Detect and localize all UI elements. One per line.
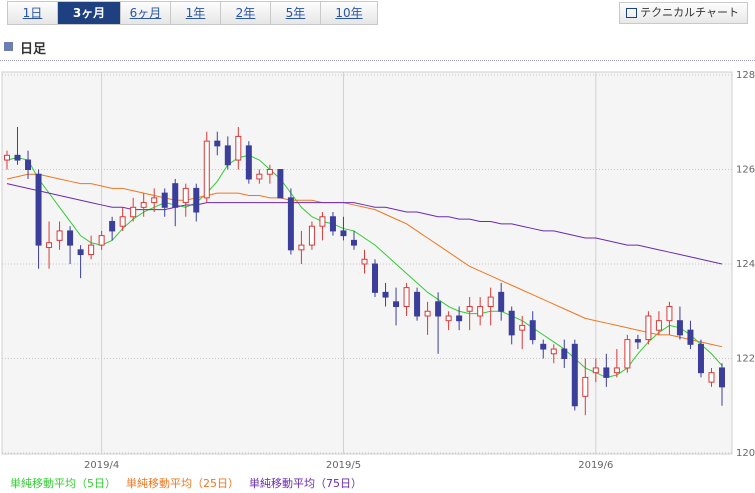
candle-body [445, 315, 452, 322]
candle-body [172, 183, 179, 208]
candle-body [687, 329, 694, 345]
candle-body [329, 216, 336, 232]
legend-entry: 単純移動平均（5日） [10, 476, 116, 490]
candle-body [508, 310, 515, 336]
candle-body [666, 306, 673, 322]
candle-body [109, 220, 116, 232]
candle-body [46, 242, 53, 248]
candle-body [298, 244, 305, 251]
range-tab[interactable]: 6ヶ月 [121, 2, 171, 24]
moving-average-line [6, 183, 723, 265]
candle-body [67, 230, 74, 246]
candle-body [540, 343, 547, 350]
range-tab[interactable]: 2年 [221, 2, 271, 24]
candle-body [319, 216, 326, 227]
candle-body [414, 291, 421, 317]
candle-body [140, 202, 147, 208]
candle-body [624, 339, 631, 369]
candle-body [613, 367, 620, 374]
candle-body [151, 197, 158, 204]
y-tick-label: 120 [736, 448, 755, 459]
candle-body [634, 339, 641, 343]
range-tab[interactable]: 3ヶ月 [58, 2, 121, 24]
candle-body [393, 301, 400, 308]
candle-body [224, 145, 231, 166]
candle-body [372, 263, 379, 293]
candle-body [350, 239, 357, 246]
candle-body [466, 306, 473, 312]
candle-body [655, 320, 662, 331]
x-tick-label: 2019/6 [578, 460, 613, 471]
candle-body [571, 343, 578, 407]
candle-body [182, 187, 189, 204]
candle-body [130, 206, 137, 218]
candle-body [235, 135, 242, 161]
candle-body [35, 173, 42, 246]
candle-body [256, 173, 263, 180]
range-tabs: 1日 3ヶ月 6ヶ月 1年 2年 5年 10年 [7, 1, 378, 25]
legend-entry: 単純移動平均（25日） [126, 476, 239, 490]
candle-body [203, 140, 210, 199]
candle-body [88, 244, 95, 256]
technical-chart-button[interactable]: テクニカルチャート [619, 2, 748, 24]
candle-body [592, 367, 599, 374]
candle-body [77, 249, 84, 256]
candle-body [645, 315, 652, 341]
y-tick-label: 128 [736, 70, 755, 81]
candle-body [424, 310, 431, 317]
candle-body [308, 225, 315, 246]
candle-body [697, 343, 704, 374]
candle-body [498, 291, 505, 312]
candle-body [603, 367, 610, 378]
range-tab[interactable]: 1日 [8, 2, 58, 24]
candle-body [676, 320, 683, 336]
candle-body [245, 145, 252, 180]
candle-body [214, 140, 221, 147]
range-tab[interactable]: 5年 [271, 2, 321, 24]
candle-body [340, 230, 347, 237]
moving-average-line [6, 173, 723, 348]
candle-body [719, 367, 725, 388]
candle-body [435, 301, 442, 317]
candle-body [582, 376, 589, 397]
moving-average-line [6, 154, 723, 378]
candle-body [14, 154, 21, 161]
candle-body [266, 169, 273, 175]
divider [0, 60, 755, 61]
candle-body [287, 197, 294, 251]
candle-body [25, 159, 32, 171]
range-tab[interactable]: 1年 [171, 2, 221, 24]
candle-body [56, 230, 63, 241]
candle-body [519, 324, 526, 331]
candle-body [361, 258, 368, 265]
section-title: 日足 [4, 38, 46, 57]
y-tick-label: 124 [736, 259, 755, 270]
candle-body [193, 187, 200, 213]
candle-body [4, 154, 10, 161]
legend-entry: 単純移動平均（75日） [249, 476, 362, 490]
candle-body [161, 192, 168, 208]
candle-body [277, 169, 284, 199]
y-tick-label: 126 [736, 165, 755, 176]
candle-body [708, 372, 715, 383]
range-tab[interactable]: 10年 [321, 2, 377, 24]
candle-body [119, 216, 126, 227]
y-tick-label: 122 [736, 354, 755, 365]
candle-body [550, 348, 557, 355]
candle-body [487, 296, 494, 308]
x-tick-label: 2019/4 [84, 460, 119, 471]
candle-body [403, 287, 410, 308]
candle-body [477, 306, 484, 317]
candle-body [382, 291, 389, 298]
candle-body [456, 315, 463, 322]
candle-body [98, 235, 105, 246]
x-tick-label: 2019/5 [326, 460, 361, 471]
candle-body [529, 320, 536, 341]
candle-body [561, 348, 568, 359]
